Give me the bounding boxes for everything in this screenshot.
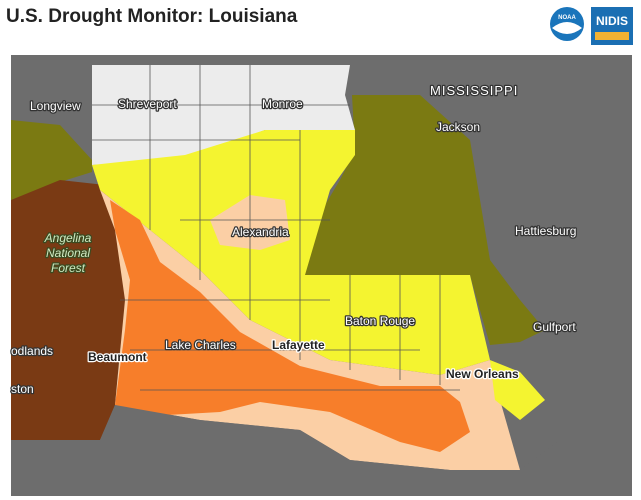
- parish-lines: [92, 65, 460, 391]
- d0-yellow: [92, 130, 490, 375]
- place-label: Alexandria: [232, 225, 289, 239]
- place-label: Beaumont: [88, 350, 147, 364]
- noaa-logo: NOAA: [550, 7, 584, 41]
- d0-yellow-east: [490, 360, 545, 420]
- d2-orange: [110, 200, 470, 452]
- place-label: Baton Rouge: [345, 314, 415, 328]
- logo-wave: [552, 22, 582, 34]
- place-label: Lake Charles: [165, 338, 236, 352]
- map: MISSISSIPPI Jackson Longview Shreveport …: [10, 55, 632, 496]
- d3-texas: [11, 180, 130, 440]
- place-label: Hattiesburg: [515, 224, 576, 238]
- place-label: Monroe: [262, 97, 303, 111]
- place-label: Shreveport: [118, 97, 177, 111]
- place-label: MISSISSIPPI: [430, 83, 518, 98]
- title: U.S. Drought Monitor: Louisiana: [6, 6, 298, 27]
- place-label: ston: [11, 382, 34, 396]
- nidis-logo: NIDIS: [591, 7, 633, 45]
- logo-stripe: [595, 32, 629, 40]
- logo-text: NIDIS: [596, 14, 628, 28]
- d1-mississippi: [305, 95, 545, 345]
- place-label: Jackson: [436, 120, 480, 134]
- park-label: National: [46, 246, 90, 260]
- place-label: Longview: [30, 99, 81, 113]
- place-label: Gulfport: [533, 320, 576, 334]
- logo-text: NOAA: [558, 15, 576, 21]
- place-label: New Orleans: [446, 367, 519, 381]
- park-label: Angelina: [44, 231, 92, 245]
- place-label: odlands: [11, 344, 53, 358]
- park-label: Forest: [51, 261, 86, 275]
- gulf-of-mexico: [11, 405, 632, 496]
- d1-texas: [11, 120, 92, 200]
- place-label: Lafayette: [272, 338, 325, 352]
